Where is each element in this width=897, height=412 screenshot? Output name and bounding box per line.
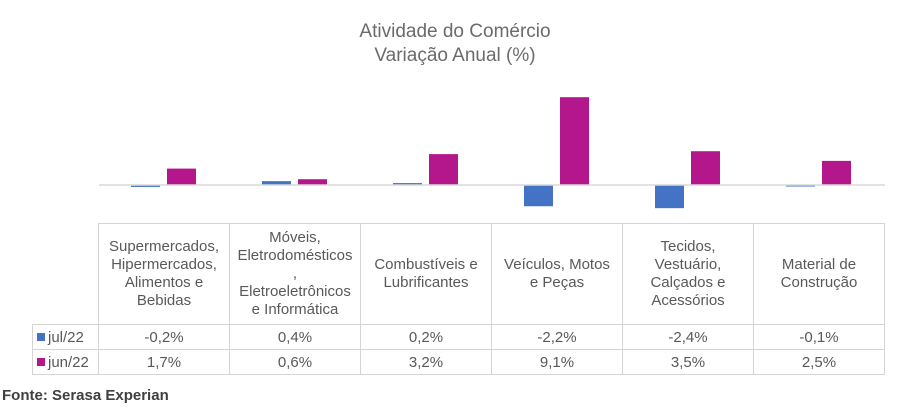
bar-jun-22-5 xyxy=(691,151,720,185)
category-label: Combustíveis e Lubrificantes xyxy=(360,223,492,325)
series-name: jun/22 xyxy=(48,353,89,371)
value-cell: 2,5% xyxy=(753,349,885,375)
bar-jul-22-1 xyxy=(131,185,160,187)
bar-jun-22-3 xyxy=(429,154,458,185)
value-cell: -0,2% xyxy=(98,324,230,350)
series-name: jul/22 xyxy=(48,328,84,346)
legend-swatch xyxy=(37,357,45,366)
bar-jun-22-6 xyxy=(822,160,851,185)
corner-blank-cell xyxy=(32,223,99,325)
category-label: Móveis, Eletrodomésticos , Eletroeletrôn… xyxy=(229,223,361,325)
chart-data-table: Supermercados, Hipermercados, Alimentos … xyxy=(32,223,885,375)
series-legend-cell: jun/22 xyxy=(32,349,99,375)
value-cell: 0,4% xyxy=(229,324,361,350)
bar-chart-plot xyxy=(99,97,885,209)
chart-title-line: Atividade do Comércio xyxy=(359,21,551,42)
bar-jul-22-2 xyxy=(262,181,291,185)
category-label: Tecidos, Vestuário, Calçados e Acessório… xyxy=(622,223,754,325)
category-label: Supermercados, Hipermercados, Alimentos … xyxy=(98,223,230,325)
category-row: Supermercados, Hipermercados, Alimentos … xyxy=(32,223,885,325)
series-row: jul/22 -0,2% 0,4% 0,2% -2,2% -2,4% -0,1% xyxy=(32,324,885,350)
chart-subtitle-line: Variação Anual (%) xyxy=(374,45,536,66)
value-cell: -2,2% xyxy=(491,324,623,350)
category-label: Material de Construção xyxy=(753,223,885,325)
value-cell: -2,4% xyxy=(622,324,754,350)
value-cell: 9,1% xyxy=(491,349,623,375)
series-row: jun/22 1,7% 0,6% 3,2% 9,1% 3,5% 2,5% xyxy=(32,349,885,375)
chart-title: Atividade do Comércio Variação Anual (%) xyxy=(300,20,610,68)
bar-jul-22-5 xyxy=(655,185,684,209)
bar-jun-22-2 xyxy=(298,179,327,185)
value-cell: 0,2% xyxy=(360,324,492,350)
bar-jul-22-3 xyxy=(393,183,422,185)
bars-layer xyxy=(131,97,851,209)
value-cell: 3,2% xyxy=(360,349,492,375)
bar-jun-22-1 xyxy=(167,168,196,185)
value-cell: 0,6% xyxy=(229,349,361,375)
series-legend-cell: jul/22 xyxy=(32,324,99,350)
bar-jun-22-4 xyxy=(560,97,589,185)
category-label: Veículos, Motos e Peças xyxy=(491,223,623,325)
value-cell: -0,1% xyxy=(753,324,885,350)
value-cell: 3,5% xyxy=(622,349,754,375)
legend-swatch xyxy=(37,332,45,341)
bar-jul-22-4 xyxy=(524,185,553,207)
value-cell: 1,7% xyxy=(98,349,230,375)
source-note: Fonte: Serasa Experian xyxy=(2,387,169,404)
